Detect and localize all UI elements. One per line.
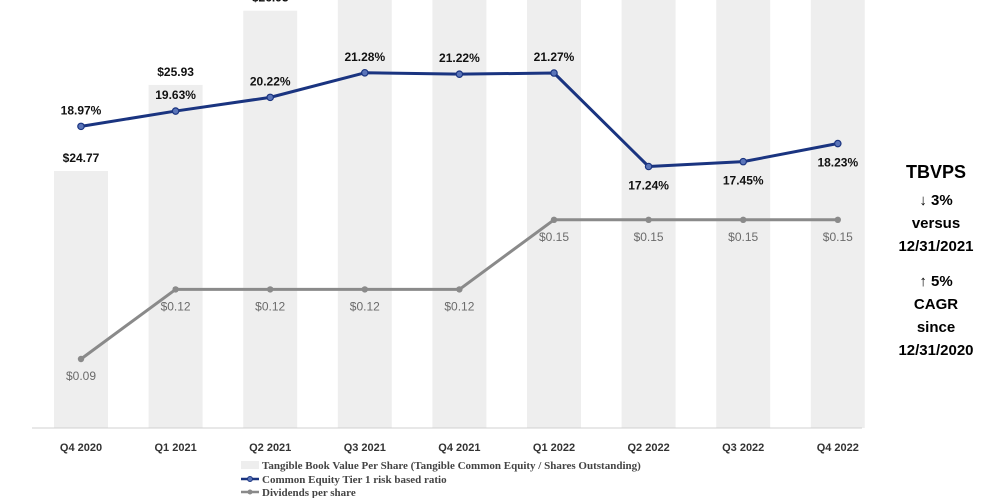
dividends-label-q1-2021: $0.12 bbox=[161, 299, 191, 313]
tbvps-title: TBVPS bbox=[905, 162, 966, 182]
x-tick-q2-2021: Q2 2021 bbox=[249, 442, 291, 454]
tbvps-summary-panel: TBVPS ↓ 3% versus 12/31/2021 ↑ 5% CAGR s… bbox=[884, 162, 988, 362]
bar-series-tbvps bbox=[54, 0, 865, 429]
bar-value-labels: $24.77$25.93$26.93$27.77$28.37$27.47$27.… bbox=[63, 0, 289, 165]
cet1-point-q4-2021 bbox=[455, 70, 464, 78]
dividends-point-q3-2022 bbox=[740, 216, 747, 223]
bar-q3-2022 bbox=[716, 0, 771, 428]
cet1-label-q4-2022: 18.23% bbox=[817, 156, 858, 170]
cet1-point-q4-2022 bbox=[833, 139, 842, 148]
dividends-point-q1-2022 bbox=[550, 216, 558, 223]
cet1-point-q1-2021 bbox=[171, 107, 180, 115]
bar-q1-2022 bbox=[527, 0, 581, 428]
dividends-label-q4-2022: $0.15 bbox=[823, 230, 853, 244]
cet1-label-q4-2021: 21.22% bbox=[439, 51, 480, 65]
cet1-label-q2-2021: 20.22% bbox=[250, 74, 291, 88]
bar-q2-2022 bbox=[621, 0, 676, 429]
dividends-series: $0.09 $0.12 $0.12 $0.12 $0.12 $0.15 $0.15 $0.15… bbox=[66, 216, 853, 383]
cet1-label-q2-2022: 17.24% bbox=[628, 179, 669, 193]
cet1-ratio-series: 18.97% 19.63% 20.22% 21.28% 21.22% 21.27% 17.2… bbox=[61, 50, 859, 193]
dividends-point-q4-2022 bbox=[834, 216, 841, 223]
bar-label-q2-2021: $26.93 bbox=[252, 0, 289, 5]
tbvps-change-yoy-versus: versus bbox=[911, 215, 961, 232]
dividends-label-q2-2022: $0.15 bbox=[634, 230, 664, 244]
dividends-label-q3-2022: $0.15 bbox=[728, 230, 758, 244]
cet1-label-q3-2021: 21.28% bbox=[344, 50, 385, 64]
legend-label-dividends: Dividends per share bbox=[262, 487, 356, 498]
bar-q4-2020 bbox=[54, 171, 108, 428]
bar-q3-2021 bbox=[337, 0, 392, 429]
x-tick-q2-2022: Q2 2022 bbox=[627, 442, 669, 454]
dividends-point-q2-2021 bbox=[267, 286, 274, 293]
x-axis-tick-labels: Q4 2020 Q1 2021 Q2 2021 Q3 2021 Q4 2021 Q1 20… bbox=[60, 442, 859, 454]
cet1-label-q4-2020: 18.97% bbox=[61, 103, 102, 117]
dividends-label-q4-2021: $0.12 bbox=[444, 299, 474, 313]
tbvps-cagr: ↑ 5% bbox=[919, 273, 953, 290]
legend: Tangible Book Value Per Share (Tangible … bbox=[241, 460, 641, 498]
cet1-point-q3-2022 bbox=[739, 157, 748, 166]
tbvps-cagr-since: since bbox=[916, 319, 956, 336]
tbvps-cagr-date: 12/31/2020 bbox=[898, 342, 974, 359]
x-tick-q4-2021: Q4 2021 bbox=[438, 442, 480, 454]
tbvps-cagr-label: CAGR bbox=[913, 296, 959, 313]
dividends-label-q3-2021: $0.12 bbox=[350, 299, 380, 313]
bar-q4-2022 bbox=[810, 0, 865, 428]
dividends-point-q1-2021 bbox=[172, 286, 179, 293]
dividends-point-q3-2021 bbox=[361, 286, 368, 293]
x-tick-q4-2020: Q4 2020 bbox=[60, 442, 102, 454]
dividends-point-q4-2020 bbox=[77, 355, 85, 363]
x-tick-q3-2022: Q3 2022 bbox=[722, 442, 764, 454]
legend-label-cet1: Common Equity Tier 1 risk based ratio bbox=[262, 474, 447, 486]
dividends-label-q1-2022: $0.15 bbox=[539, 230, 569, 244]
x-tick-q3-2021: Q3 2021 bbox=[344, 442, 386, 454]
x-tick-q1-2022: Q1 2022 bbox=[533, 442, 575, 454]
bar-q1-2021 bbox=[148, 84, 203, 428]
cet1-label-q3-2022: 17.45% bbox=[723, 174, 764, 188]
legend-marker-cet1 bbox=[247, 476, 253, 482]
dividends-label-q2-2021: $0.12 bbox=[255, 299, 285, 313]
dividends-point-q2-2022 bbox=[645, 216, 652, 223]
x-tick-q1-2021: Q1 2021 bbox=[154, 442, 196, 454]
bar-label-q1-2021: $25.93 bbox=[157, 65, 194, 79]
dividends-label-q4-2020: $0.09 bbox=[66, 369, 96, 383]
legend-swatch-tbvps bbox=[241, 461, 259, 469]
cet1-label-q1-2021: 19.63% bbox=[155, 88, 196, 102]
x-tick-q4-2022: Q4 2022 bbox=[817, 442, 859, 454]
cet1-point-q2-2022 bbox=[644, 162, 653, 171]
bar-label-q4-2020: $24.77 bbox=[63, 151, 100, 165]
cet1-point-q3-2021 bbox=[360, 68, 369, 77]
cet1-point-q4-2020 bbox=[77, 122, 85, 131]
dividends-point-q4-2021 bbox=[456, 286, 463, 293]
cet1-label-q1-2022: 21.27% bbox=[534, 50, 575, 64]
cet1-point-q2-2021 bbox=[266, 93, 275, 102]
legend-label-tbvps: Tangible Book Value Per Share (Tangible … bbox=[262, 460, 641, 472]
legend-marker-dividends bbox=[247, 489, 253, 495]
cet1-point-q1-2022 bbox=[550, 69, 558, 77]
bar-q2-2021 bbox=[243, 10, 298, 429]
tbvps-change-yoy: ↓ 3% bbox=[919, 192, 953, 209]
chart-canvas: $24.77$25.93$26.93$27.77$28.37$27.47$27.… bbox=[32, 0, 865, 498]
tbvps-change-yoy-date: 12/31/2021 bbox=[898, 238, 974, 255]
